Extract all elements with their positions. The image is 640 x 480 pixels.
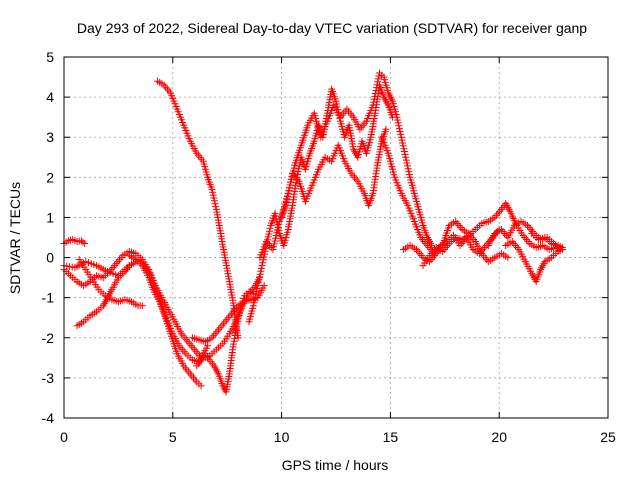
- y-tick-label: 4: [46, 89, 54, 105]
- y-tick-label: 3: [46, 129, 54, 145]
- y-tick-label: -2: [42, 330, 55, 346]
- y-tick-label: -4: [42, 410, 55, 426]
- chart-title: Day 293 of 2022, Sidereal Day-to-day VTE…: [77, 20, 587, 36]
- y-tick-label: 0: [46, 250, 54, 266]
- series-t12: [278, 69, 436, 249]
- series-t18: [528, 230, 566, 251]
- plot-border: [63, 56, 609, 419]
- series-t3: [75, 256, 146, 310]
- y-tick-label: -1: [42, 290, 55, 306]
- series-t4: [73, 262, 133, 330]
- series-t17: [502, 238, 566, 286]
- x-tick-label: 25: [600, 429, 616, 445]
- data-point-markers: [73, 262, 133, 330]
- y-tick-label: 1: [46, 209, 54, 225]
- data-point-markers: [528, 230, 566, 251]
- data-point-markers: [419, 199, 564, 270]
- x-axis-label: GPS time / hours: [282, 457, 389, 473]
- series-t14: [400, 218, 512, 266]
- y-axis-label: SDTVAR / TECUs: [7, 182, 23, 294]
- series-t5: [125, 252, 209, 366]
- x-tick-label: 5: [169, 429, 177, 445]
- series-t15: [419, 199, 564, 270]
- series-t6: [154, 77, 242, 342]
- data-point-markers: [154, 77, 242, 342]
- data-point-markers: [400, 218, 512, 266]
- y-tick-label: 5: [46, 49, 54, 65]
- axis-ticks: 0 5 10 15 20 25 -4 -3 -2 -1 0 1 2 3 4 5: [42, 49, 616, 445]
- x-tick-label: 15: [383, 429, 399, 445]
- x-tick-label: 0: [60, 429, 68, 445]
- data-point-markers: [502, 238, 566, 286]
- data-point-markers: [75, 256, 146, 310]
- x-tick-label: 10: [274, 429, 290, 445]
- x-tick-label: 20: [491, 429, 507, 445]
- y-tick-label: 2: [46, 169, 54, 185]
- data-point-markers: [278, 69, 436, 249]
- data-point-markers: [125, 252, 209, 366]
- y-tick-label: -3: [42, 370, 55, 386]
